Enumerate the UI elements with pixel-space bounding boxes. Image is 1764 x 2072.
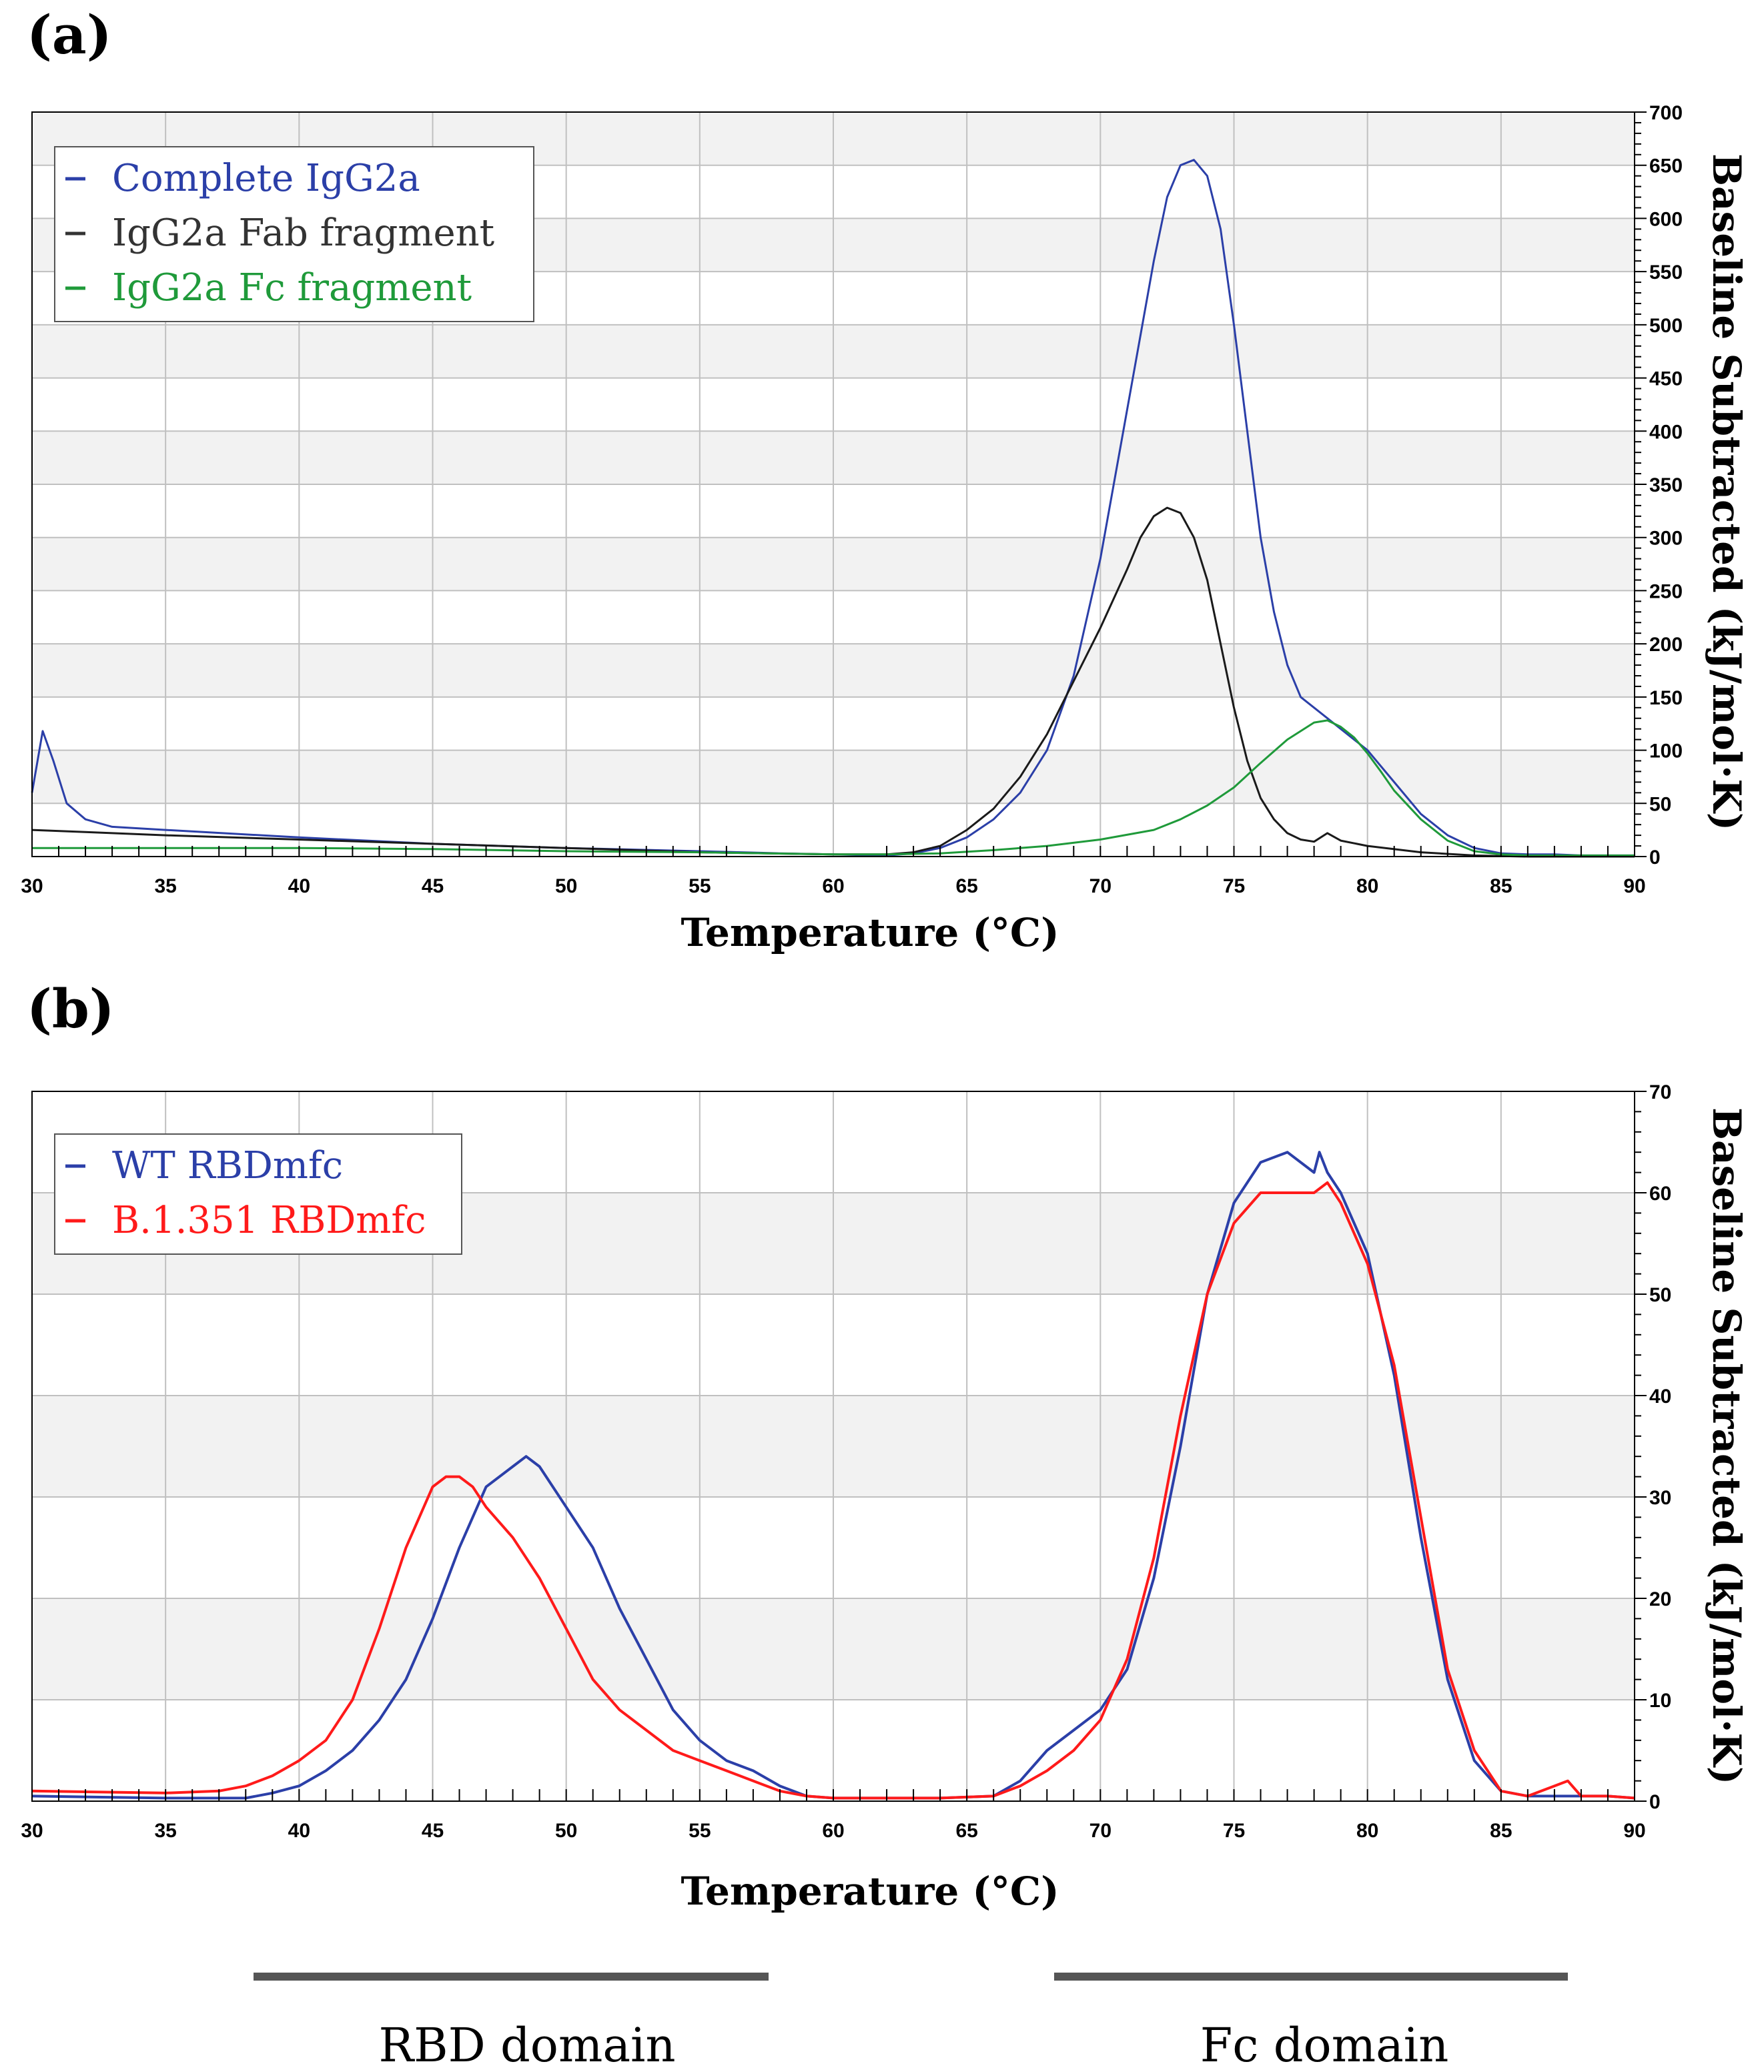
legend-item-b1351-rbdmfc: B.1.351 RBDmfc (65, 1199, 426, 1242)
y-tick-label: 10 (1649, 1690, 1671, 1712)
y-tick-label: 0 (1649, 847, 1661, 869)
y-tick-label: 550 (1649, 262, 1683, 284)
chart-a-x-minor-ticks (58, 846, 1609, 857)
legend-label: IgG2a Fc fragment (112, 266, 472, 310)
x-tick-label: 30 (21, 875, 43, 897)
y-tick-label: 50 (1649, 793, 1671, 815)
chart-a-legend-box (54, 146, 534, 322)
y-tick-label: 60 (1649, 1183, 1671, 1205)
legend-item-wt-rbdmfc: WT RBDmfc (65, 1144, 343, 1187)
x-tick-label: 55 (689, 875, 711, 897)
chart-a-x-axis: 30 35 40 45 50 55 60 65 70 75 80 85 90 (21, 875, 1645, 897)
y-tick-label: 40 (1649, 1386, 1671, 1408)
legend-item-fc-fragment: IgG2a Fc fragment (65, 266, 472, 310)
legend-label: WT RBDmfc (112, 1144, 343, 1187)
y-tick-label: 70 (1649, 1081, 1671, 1103)
y-tick-label: 200 (1649, 634, 1683, 656)
x-tick-label: 65 (955, 1820, 977, 1842)
chart-b-legend-box (54, 1133, 462, 1255)
rbd-domain-label: RBD domain (378, 2018, 675, 2072)
x-tick-label: 60 (822, 1820, 844, 1842)
y-tick-label: 30 (1649, 1487, 1671, 1509)
panel-b-label: (b) (27, 977, 115, 1040)
x-tick-label: 40 (288, 1820, 310, 1842)
x-tick-label: 75 (1223, 1820, 1245, 1842)
x-tick-label: 50 (555, 1820, 577, 1842)
legend-label: B.1.351 RBDmfc (112, 1199, 426, 1242)
x-tick-label: 55 (689, 1820, 711, 1842)
chart-b-x-minor-ticks (58, 1789, 1609, 1801)
y-tick-label: 650 (1649, 155, 1683, 177)
x-tick-label: 40 (288, 875, 310, 897)
chart-b-y-axis-title: Baseline Subtracted (kJ/mol·K) (1704, 1107, 1749, 1784)
y-tick-label: 0 (1649, 1791, 1661, 1813)
y-tick-label: 300 (1649, 528, 1683, 550)
y-tick-label: 450 (1649, 368, 1683, 390)
y-tick-label: 700 (1649, 102, 1683, 124)
chart-b-legend: WT RBDmfc B.1.351 RBDmfc (54, 1133, 462, 1255)
x-tick-label: 70 (1089, 1820, 1112, 1842)
x-tick-label: 80 (1356, 1820, 1378, 1842)
y-tick-label: 150 (1649, 687, 1683, 709)
chart-b-x-axis: 30 35 40 45 50 55 60 65 70 75 80 85 90 (21, 1820, 1645, 1842)
x-tick-label: 35 (154, 875, 176, 897)
y-tick-label: 350 (1649, 474, 1683, 496)
x-tick-label: 85 (1490, 875, 1512, 897)
domain-annotations: RBD domain Fc domain (254, 1973, 1568, 2072)
x-tick-label: 85 (1490, 1820, 1512, 1842)
legend-label: Complete IgG2a (112, 157, 420, 200)
x-tick-label: 45 (422, 875, 444, 897)
chart-b-plot-frame (31, 1091, 1635, 1802)
x-tick-label: 50 (555, 875, 577, 897)
chart-a-grid (31, 111, 1635, 857)
chart-a-y-axis: 0 50 100 150 200 250 300 350 400 450 500 550 600 650 7… (1635, 102, 1683, 869)
legend-item-complete-igg2a: Complete IgG2a (65, 157, 420, 200)
y-tick-label: 600 (1649, 208, 1683, 230)
chart-b-x-axis-title: Temperature (°C) (681, 1869, 1059, 1914)
chart-a-y-axis-title: Baseline Subtracted (kJ/mol·K) (1704, 153, 1749, 831)
panel-a-label: (a) (27, 3, 112, 66)
chart-b: 0 10 20 30 40 50 60 70 30 35 40 45 50 55 60 65 70 75 80 85… (21, 1081, 1749, 1914)
chart-b-y-axis: 0 10 20 30 40 50 60 70 (1635, 1081, 1671, 1813)
fc-domain-label: Fc domain (1200, 2018, 1449, 2072)
x-tick-label: 35 (154, 1820, 176, 1842)
y-tick-label: 100 (1649, 740, 1683, 762)
x-tick-label: 65 (955, 875, 977, 897)
x-tick-label: 90 (1623, 1820, 1645, 1842)
y-tick-label: 250 (1649, 580, 1683, 602)
y-tick-label: 500 (1649, 315, 1683, 337)
y-tick-label: 50 (1649, 1284, 1671, 1306)
x-tick-label: 30 (21, 1820, 43, 1842)
chart-a: 0 50 100 150 200 250 300 350 400 450 500 550 600 650 7… (21, 102, 1749, 955)
chart-a-x-axis-title: Temperature (°C) (681, 910, 1059, 955)
x-tick-label: 75 (1223, 875, 1245, 897)
legend-item-fab-fragment: IgG2a Fab fragment (65, 211, 495, 255)
x-tick-label: 80 (1356, 875, 1378, 897)
x-tick-label: 45 (422, 1820, 444, 1842)
y-tick-label: 20 (1649, 1588, 1671, 1610)
x-tick-label: 70 (1089, 875, 1112, 897)
x-tick-label: 60 (822, 875, 844, 897)
x-tick-label: 90 (1623, 875, 1645, 897)
y-tick-label: 400 (1649, 421, 1683, 443)
chart-a-legend: Complete IgG2a IgG2a Fab fragment IgG2a … (54, 146, 534, 322)
legend-label: IgG2a Fab fragment (112, 211, 495, 255)
